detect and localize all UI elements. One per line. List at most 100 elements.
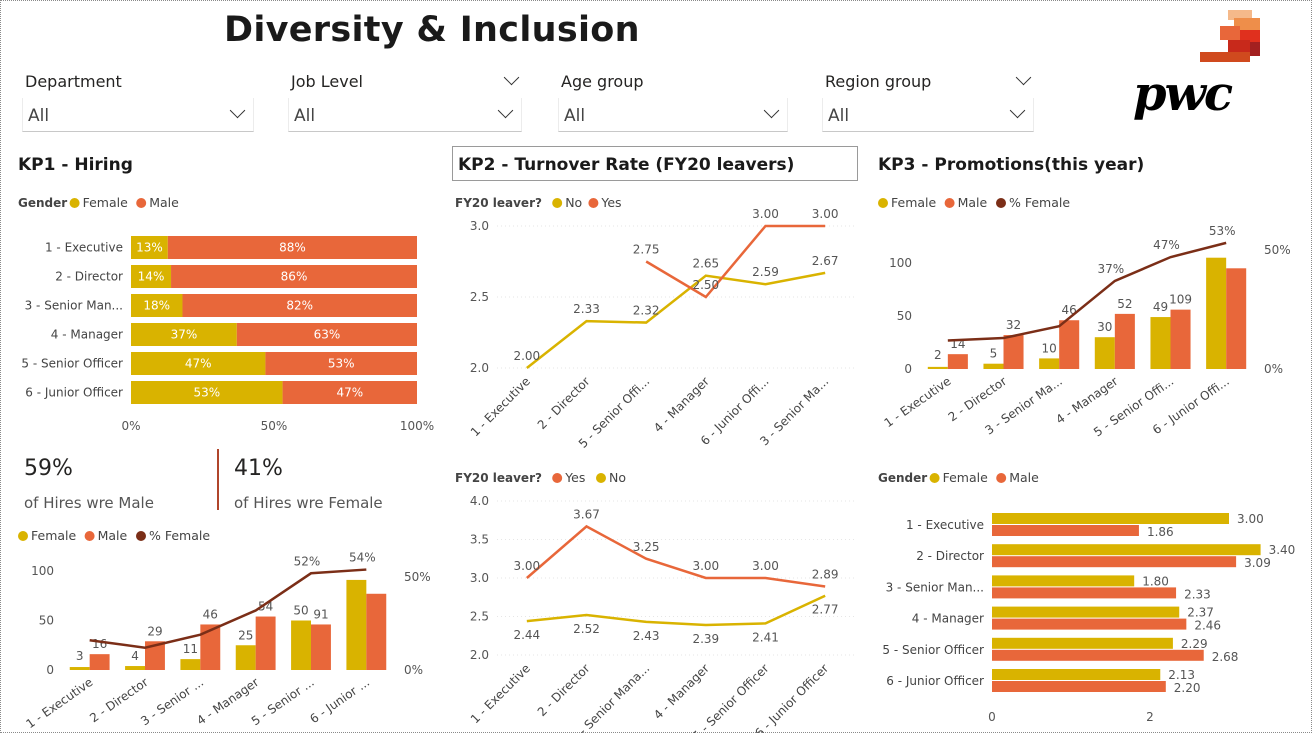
x-tick-label: 50% (261, 419, 288, 433)
legend-marker (69, 198, 80, 208)
data-label: 2.41 (752, 630, 779, 644)
bar-label: 53% (193, 386, 220, 400)
category-label: 1 - Executive (468, 374, 533, 439)
bar-label: 63% (314, 328, 341, 342)
bar-male (265, 352, 417, 375)
bar-male (89, 654, 110, 670)
legend-label: Female (943, 470, 989, 485)
bar-female (69, 667, 90, 670)
bar-label: 10 (1042, 341, 1057, 355)
category-label: 6 - Junior Officer (25, 386, 123, 400)
bar-label: 1.86 (1147, 525, 1174, 539)
data-label: 3.00 (692, 559, 719, 573)
bar-female (291, 620, 311, 670)
slicer-label: Job Level (291, 72, 363, 91)
bar-label: 91 (313, 607, 328, 621)
data-label: 3.00 (513, 559, 540, 573)
category-label: 1 - Executive (23, 675, 95, 731)
y-tick-label: 0 (46, 663, 54, 677)
data-label: 2.50 (692, 278, 719, 292)
pct-label: 52% (294, 554, 321, 568)
slicer-dropdown[interactable]: All (288, 98, 522, 132)
data-label: 3.00 (752, 559, 779, 573)
legend-title: FY20 leaver? (455, 471, 542, 485)
category-label: 1 - Executive (468, 661, 533, 726)
y-tick-label: 2.0 (470, 361, 489, 375)
slicer-dropdown[interactable]: All (822, 98, 1034, 132)
bar-male (1059, 320, 1080, 369)
bar-label: 37% (171, 328, 198, 342)
legend-marker (552, 473, 563, 483)
legend-marker (996, 473, 1007, 483)
category-label: 4 - Manager (651, 661, 712, 722)
bar-label: 14% (138, 270, 165, 284)
bar-female (927, 366, 948, 369)
legend-marker (588, 198, 599, 208)
bar-label: 82% (286, 299, 313, 313)
bar-female (131, 352, 266, 375)
kpi-female-label: of Hires wre Female (234, 494, 383, 512)
legend-title: Gender (18, 196, 67, 210)
pct-label: 37% (1097, 262, 1124, 276)
bar-female (983, 363, 1004, 369)
category-label: 4 - Manager (651, 374, 712, 435)
y2-tick-label: 0% (1264, 362, 1283, 376)
bar-male (992, 681, 1166, 692)
slicer-dropdown[interactable]: All (558, 98, 788, 132)
bar-female (1094, 337, 1115, 369)
slicer-department[interactable]: Department All (22, 72, 254, 132)
bar-male (992, 556, 1237, 568)
bar-female (992, 513, 1229, 524)
slicer-label: Region group (825, 72, 932, 91)
category-label: 1 - Executive (882, 374, 954, 430)
y2-tick-label: 50% (1264, 243, 1291, 257)
bar-label: 30 (1097, 320, 1112, 334)
legend-marker (929, 473, 940, 483)
bar-male (1003, 335, 1024, 369)
bar-label: 2.68 (1212, 650, 1239, 664)
kpi-divider (217, 449, 219, 510)
legend-marker (136, 198, 147, 208)
bar-male (1226, 268, 1247, 369)
data-label: 2.33 (573, 302, 600, 316)
series-line-no (526, 271, 826, 369)
bar-label: 18% (143, 299, 170, 313)
slicer-region-group[interactable]: Region group All (822, 69, 1034, 132)
bar-label: 2.13 (1168, 668, 1195, 682)
legend-label: % Female (149, 528, 210, 543)
bar-male (171, 265, 417, 288)
slicer-dropdown[interactable]: All (22, 98, 254, 132)
category-label: 1 - Executive (906, 518, 984, 532)
legend-marker (84, 531, 95, 541)
bar-male (167, 236, 417, 259)
category-label: 2 - Director (55, 270, 123, 284)
legend-label: No (609, 470, 626, 485)
legend-label: Yes (600, 195, 621, 210)
bar-female (992, 575, 1135, 587)
bar-female (1039, 358, 1060, 369)
category-label: 6 - Junior Officer (886, 674, 984, 688)
bar-male (255, 616, 276, 670)
kp2-title-box (452, 146, 858, 181)
bar-label: 13% (136, 241, 163, 255)
kp3-title: KP3 - Promotions(this year) (878, 155, 1145, 175)
data-label: 2.00 (513, 349, 540, 363)
bar-label: 25 (238, 628, 253, 642)
bar-male (366, 593, 387, 670)
pct-label: 54% (349, 551, 376, 565)
bar-female (131, 381, 283, 404)
x-tick-label: 2 (1146, 710, 1154, 724)
kpi-male-label: of Hires wre Male (24, 494, 154, 512)
legend-title: FY20 leaver? (455, 196, 542, 210)
slicer-age-group[interactable]: Age group All (558, 72, 788, 132)
slicer-job-level[interactable]: Job Level All (288, 69, 522, 132)
bar-male (182, 294, 417, 317)
legend-label: Female (83, 195, 129, 210)
bar-label: 3.40 (1269, 543, 1296, 557)
data-label: 2.89 (812, 567, 839, 581)
bar-male (145, 641, 165, 670)
bar-male (1170, 309, 1191, 369)
y-tick-label: 100 (31, 564, 54, 578)
bar-female (131, 323, 237, 346)
bar-female (992, 544, 1261, 556)
